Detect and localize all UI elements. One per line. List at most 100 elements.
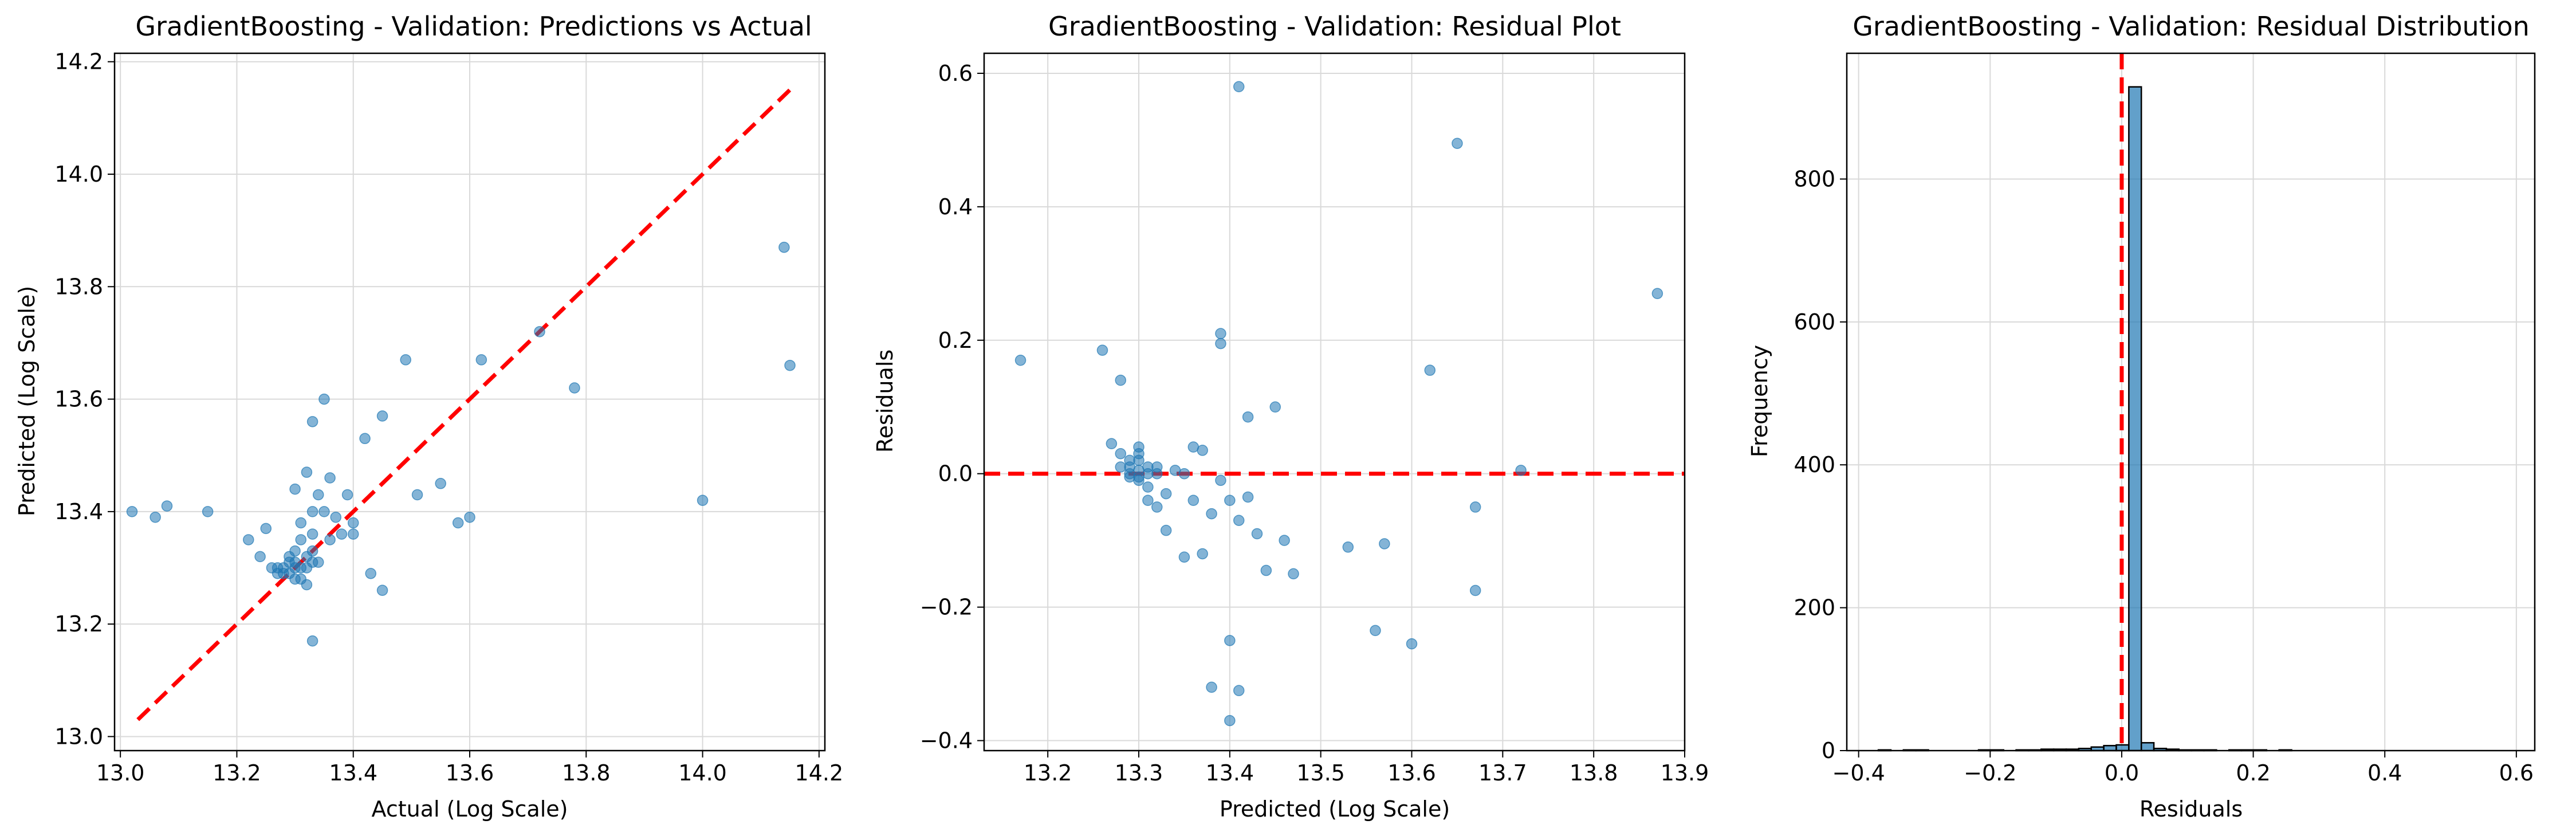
data-point [1206, 681, 1217, 693]
data-point [435, 478, 446, 489]
x-tick-label: 0.6 [2499, 760, 2534, 786]
y-tick-label: 0 [1822, 738, 1835, 763]
data-point [1115, 374, 1126, 386]
data-point [1151, 501, 1163, 513]
x-axis-ticks: 13.0 13.2 13.4 13.6 13.8 14.0 14.2 [96, 751, 843, 786]
data-point [1187, 494, 1199, 507]
y-tick-label: 13.8 [54, 274, 103, 299]
x-tick-label: −0.4 [1832, 760, 1885, 786]
y-axis-label: Residuals [872, 350, 898, 453]
data-point [1215, 328, 1226, 339]
data-point [784, 359, 796, 371]
panel-residual-plot: GradientBoosting - Validation: Residual … [872, 11, 1709, 822]
data-point [1469, 501, 1481, 513]
data-point [1224, 494, 1236, 507]
data-point [1142, 481, 1154, 493]
data-point [464, 511, 475, 523]
y-tick-label: 0.6 [938, 61, 973, 86]
data-point [306, 506, 318, 517]
data-point [1142, 461, 1154, 473]
data-point [1233, 685, 1245, 696]
y-tick-label: −0.4 [920, 728, 973, 753]
data-point [359, 433, 371, 445]
x-tick-label: 0.2 [2236, 760, 2270, 786]
data-point [289, 483, 301, 495]
y-tick-label: 13.4 [54, 499, 103, 524]
y-tick-label: 14.2 [54, 49, 103, 74]
x-tick-label: −0.2 [1964, 760, 2016, 786]
x-axis-ticks: −0.4 −0.2 0.0 0.2 0.4 0.6 [1832, 751, 2534, 786]
histogram-bar [2128, 86, 2142, 752]
data-point [1288, 568, 1299, 580]
y-tick-label: −0.2 [920, 595, 973, 620]
data-point [301, 466, 313, 478]
data-point [306, 545, 318, 557]
data-point [260, 523, 272, 535]
x-tick-label: 14.0 [678, 760, 727, 786]
data-point [400, 354, 411, 366]
data-point [1133, 441, 1145, 453]
data-point [1469, 584, 1481, 596]
data-point [1133, 471, 1145, 483]
y-tick-label: 0.4 [938, 194, 973, 219]
data-point [318, 393, 330, 405]
data-point [376, 584, 388, 596]
x-tick-label: 13.8 [562, 760, 611, 786]
y-tick-label: 200 [1794, 595, 1835, 621]
x-tick-label: 13.4 [329, 760, 377, 786]
data-point [324, 534, 336, 545]
data-point [243, 534, 254, 545]
histogram-bar [2103, 745, 2117, 752]
data-points [1014, 81, 1663, 727]
data-point [534, 326, 545, 337]
data-point [312, 556, 324, 568]
data-point [1206, 508, 1217, 520]
data-point [318, 506, 330, 517]
data-point [1215, 474, 1226, 486]
data-point [324, 472, 336, 484]
data-point [1269, 401, 1281, 413]
x-axis-label: Predicted (Log Scale) [1220, 796, 1450, 822]
data-point [1160, 488, 1172, 500]
data-point [1142, 494, 1154, 507]
y-tick-label: 14.0 [54, 162, 103, 187]
data-point [161, 500, 173, 512]
y-tick-label: 0.2 [938, 328, 973, 353]
histogram-bars [1877, 86, 2292, 752]
data-point [1370, 625, 1381, 637]
data-point [1151, 468, 1163, 480]
x-tick-label: 13.4 [1206, 760, 1254, 786]
plot-frame [1846, 52, 2536, 752]
data-point [306, 635, 318, 647]
x-tick-label: 13.2 [1024, 760, 1072, 786]
x-tick-label: 13.8 [1570, 760, 1618, 786]
y-axis-label: Frequency [1747, 345, 1772, 457]
x-tick-label: 13.3 [1115, 760, 1163, 786]
y-tick-label: 400 [1794, 452, 1835, 477]
data-point [312, 489, 324, 501]
y-tick-label: 0.0 [938, 461, 973, 486]
y-tick-label: 600 [1794, 309, 1835, 335]
data-point [1014, 354, 1027, 366]
plot-frame [983, 52, 1686, 752]
data-point [254, 551, 266, 563]
data-point [1197, 445, 1208, 456]
chart-title: GradientBoosting - Validation: Residual … [1853, 11, 2530, 42]
chart-title: GradientBoosting - Validation: Predictio… [135, 11, 812, 42]
data-point [284, 551, 295, 563]
data-point [1379, 538, 1390, 549]
data-point [1197, 548, 1208, 560]
chart-title: GradientBoosting - Validation: Residual … [1048, 11, 1621, 42]
data-point [330, 511, 341, 523]
data-point [376, 410, 388, 422]
data-point [1115, 448, 1126, 460]
reference-line [136, 88, 792, 721]
data-point [1096, 344, 1108, 356]
grid-lines [115, 53, 825, 751]
data-point [1178, 551, 1190, 563]
data-point [341, 489, 353, 501]
data-point [697, 494, 709, 507]
grid-lines [984, 53, 1685, 751]
data-point [365, 568, 376, 579]
data-point [778, 241, 790, 253]
